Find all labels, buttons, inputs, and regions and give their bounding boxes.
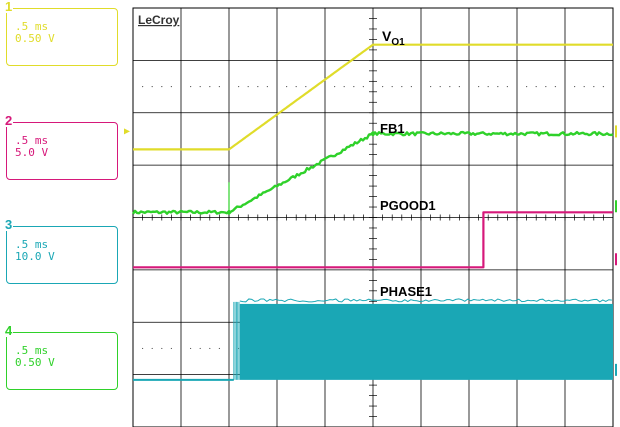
channel-1-number: 1 bbox=[4, 0, 14, 14]
channel-4-time-div: .5 ms bbox=[15, 344, 49, 357]
grid-dot bbox=[142, 85, 144, 88]
trace-fb1 bbox=[132, 130, 614, 215]
grid-dot bbox=[142, 347, 144, 350]
grid-dot bbox=[151, 85, 153, 88]
grid-dot bbox=[170, 347, 172, 350]
trace-pgood1 bbox=[133, 211, 613, 269]
grid-dot bbox=[190, 347, 192, 350]
grid-dot bbox=[401, 85, 403, 88]
trace-label-vo1: VO1 bbox=[382, 28, 405, 48]
trace-label-fb1: FB1 bbox=[380, 121, 405, 136]
channel-3-volt-div: 10.0 V bbox=[15, 250, 55, 263]
trace-label-vo1-main: V bbox=[382, 28, 392, 44]
grid-dot bbox=[487, 85, 489, 88]
grid-dot bbox=[199, 347, 201, 350]
traces bbox=[132, 43, 614, 381]
grid-dot bbox=[238, 85, 240, 88]
channel-1-volt-div: 0.50 V bbox=[15, 32, 55, 45]
channel-2-box: 2 .5 ms 5.0 V bbox=[4, 114, 118, 180]
grid-dot bbox=[334, 85, 336, 88]
trace-label-vo1-sub: O1 bbox=[391, 37, 405, 48]
grid-dot bbox=[449, 85, 451, 88]
grid-dot bbox=[353, 85, 355, 88]
grid-dot bbox=[497, 85, 499, 88]
grid-dot bbox=[343, 85, 345, 88]
channel-2-number: 2 bbox=[4, 113, 14, 128]
channel-2-time-div: .5 ms bbox=[15, 134, 49, 147]
channel-3-box: 3 .5 ms 10.0 V bbox=[4, 218, 118, 284]
trace-label-phase1: PHASE1 bbox=[380, 284, 432, 299]
grid-dot bbox=[286, 85, 288, 88]
grid-dot bbox=[266, 85, 268, 88]
grid-dot bbox=[602, 85, 605, 88]
brand-label: LeCroy bbox=[138, 13, 180, 27]
grid-dot bbox=[305, 85, 307, 88]
grid-dot bbox=[545, 85, 547, 88]
grid-dot bbox=[535, 85, 537, 88]
grid-dot bbox=[151, 347, 153, 350]
grid-dot bbox=[574, 85, 576, 88]
channel-4-volt-div: 0.50 V bbox=[15, 356, 55, 369]
channel-4-number: 4 bbox=[4, 323, 14, 338]
grid-dot bbox=[526, 85, 528, 88]
grid-dot bbox=[593, 85, 595, 88]
channel-4-box: 4 .5 ms 0.50 V bbox=[4, 324, 118, 390]
grid-dot bbox=[430, 85, 432, 88]
channel-1-box: 1 .5 ms 0.50 V bbox=[4, 0, 118, 66]
trace-phase1-top bbox=[239, 298, 612, 303]
grid-dot bbox=[209, 85, 211, 88]
grid-dot bbox=[170, 85, 172, 88]
grid-dot bbox=[295, 85, 297, 88]
grid-dot bbox=[583, 85, 585, 88]
grid-dot bbox=[218, 347, 220, 350]
trace-vo1 bbox=[133, 43, 613, 151]
grid-dot bbox=[554, 85, 557, 88]
channel-markers bbox=[124, 125, 617, 376]
grid-dot bbox=[247, 85, 249, 88]
grid-dot bbox=[410, 85, 412, 88]
channel-3-number: 3 bbox=[4, 217, 14, 232]
grid-dot bbox=[506, 85, 508, 88]
grid-dot bbox=[190, 85, 192, 88]
grid-dot bbox=[391, 85, 393, 88]
trace-labels: VO1 FB1 PGOOD1 PHASE1 bbox=[380, 28, 436, 299]
channel-2-volt-div: 5.0 V bbox=[15, 146, 49, 159]
grid-dot bbox=[439, 85, 441, 88]
grid-dot bbox=[161, 347, 163, 350]
channel-3-time-div: .5 ms bbox=[15, 238, 49, 251]
grid-dot bbox=[458, 85, 460, 88]
grid-dot bbox=[209, 347, 211, 350]
grid-dot bbox=[218, 85, 220, 88]
grid-dot bbox=[161, 85, 163, 88]
grid-dot bbox=[478, 85, 480, 88]
grid-dot bbox=[362, 85, 364, 88]
trace-label-pgood1: PGOOD1 bbox=[380, 198, 436, 213]
channel-marker-left bbox=[124, 128, 130, 135]
channel-1-time-div: .5 ms bbox=[15, 20, 49, 33]
grid-dot bbox=[382, 85, 384, 88]
grid-dot bbox=[257, 85, 259, 88]
grid-dot bbox=[199, 85, 201, 88]
trace-phase1-switching bbox=[239, 303, 614, 380]
